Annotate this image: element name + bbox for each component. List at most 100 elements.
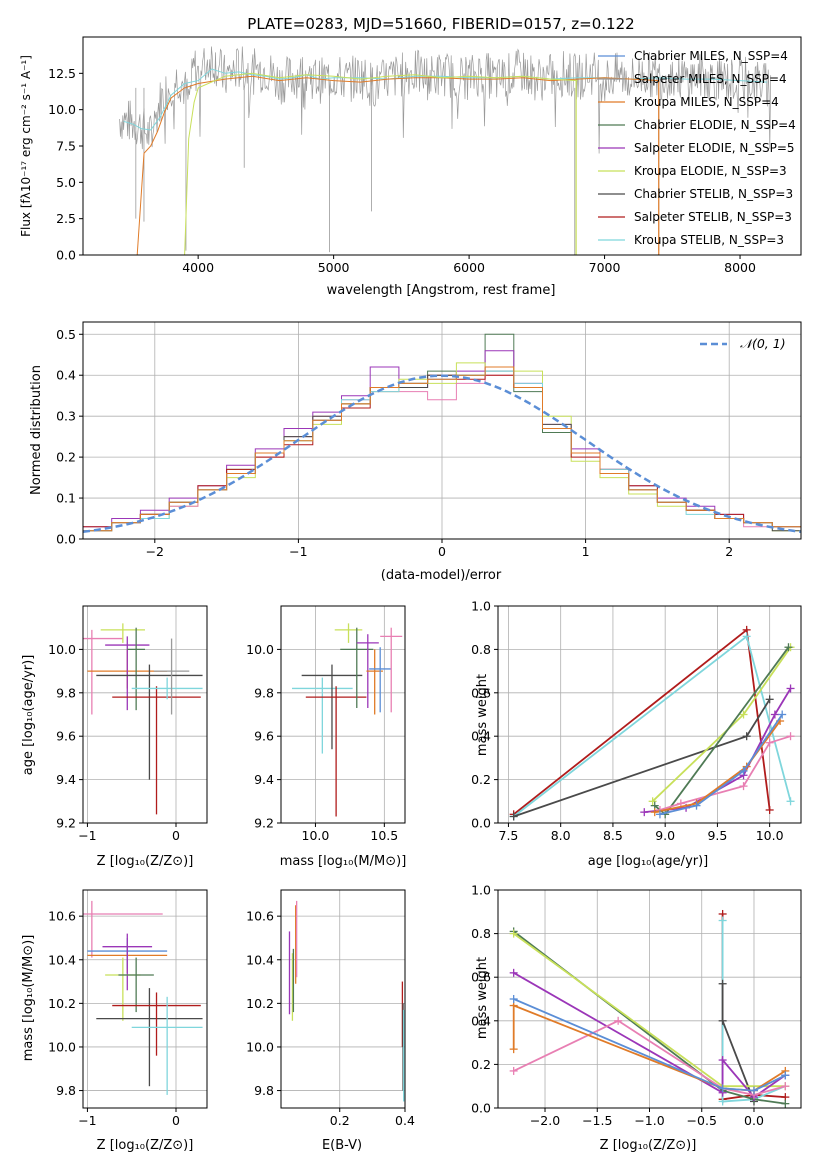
weight-vs-z-panel: −2.0 −1.5 −1.0 −0.5 0.0 0.0 0.2 0.4 0.6 0.8 1.0 Z … (471, 883, 802, 1153)
age-vs-mass-x-label: mass [log₁₀(M/M⊙)] (280, 854, 407, 869)
x-tick-label: −1 (78, 828, 96, 843)
x-tick-label: −2 (146, 544, 164, 559)
legend-label: Salpeter MILES, N_SSP=4 (634, 72, 787, 86)
mass-vs-z-y-label: mass [log₁₀(M/M⊙)] (21, 935, 36, 1062)
x-tick-label: 9.0 (655, 828, 675, 843)
plot-content (509, 625, 795, 821)
weight-line (721, 983, 755, 1102)
residuals-panel: −2 −1 0 1 2 0.0 0.1 0.2 0.3 0.4 0.5 (data-model)/e… (29, 321, 802, 583)
y-tick-label: 9.6 (56, 729, 76, 744)
y-tick-label: 9.4 (254, 772, 274, 787)
x-tick-label: 0 (172, 1113, 180, 1128)
x-tick-label: −1 (289, 544, 307, 559)
spectrum-x-label: wavelength [Angstrom, rest frame] (327, 283, 556, 298)
weight-vs-age-plot-area: 7.5 8.0 8.5 9.0 9.5 10.0 0.0 0.2 0.4 0.6 0.8 1.0 (471, 599, 802, 843)
x-tick-label: 0 (438, 544, 446, 559)
mass-vs-ebv-plot-area: 0.2 0.4 9.8 10.0 10.2 10.4 10.6 (246, 889, 415, 1128)
plot-content (83, 900, 203, 1095)
x-tick-label: 8000 (724, 260, 756, 275)
y-tick-label: 0.1 (56, 491, 76, 506)
y-tick-label: 0.2 (471, 772, 491, 787)
y-tick-label: 7.5 (56, 139, 76, 154)
x-tick-label: 10.0 (756, 828, 784, 843)
spectrum-panel: PLATE=0283, MJD=51660, FIBERID=0157, z=0… (19, 15, 802, 298)
axes-frame (82, 889, 208, 1109)
x-tick-label: 10.0 (302, 828, 330, 843)
y-tick-label: 0.0 (56, 248, 76, 263)
residuals-x-label: (data-model)/error (381, 568, 502, 583)
age-vs-mass-panel: 10.0 10.5 9.2 9.4 9.6 9.8 10.0 mass [log₁₀(M/M… (246, 605, 407, 869)
x-tick-label: 0 (172, 828, 180, 843)
y-tick-label: 0.4 (471, 729, 491, 744)
x-tick-label: −1.5 (582, 1113, 612, 1128)
y-tick-label: 0.8 (471, 642, 491, 657)
spectrum-model-line (184, 72, 578, 255)
x-tick-label: 7.5 (499, 828, 519, 843)
y-tick-label: 10.6 (246, 909, 274, 924)
y-tick-label: 0.5 (56, 327, 76, 342)
plot-content (288, 900, 405, 1102)
x-tick-label: −1 (78, 1113, 96, 1128)
y-tick-label: 10.0 (48, 1039, 76, 1054)
age-vs-z-x-label: Z [log₁₀(Z/Z⊙)] (97, 854, 194, 869)
mass-vs-z-panel: −1 0 9.8 10.0 10.2 10.4 10.6 Z [log₁₀(Z/Z⊙)] m… (21, 889, 208, 1153)
y-tick-label: 0.6 (471, 970, 491, 985)
y-tick-label: 0.3 (56, 409, 76, 424)
axes-frame (497, 605, 802, 824)
y-tick-label: 10.0 (246, 642, 274, 657)
legend-label: Kroupa MILES, N_SSP=4 (634, 95, 779, 109)
x-tick-label: 8.0 (551, 828, 571, 843)
age-vs-mass-plot-area: 10.0 10.5 9.2 9.4 9.6 9.8 10.0 (246, 605, 406, 843)
legend-label: Chabrier MILES, N_SSP=4 (634, 49, 788, 63)
x-tick-label: 1 (582, 544, 590, 559)
y-tick-label: 0.0 (471, 816, 491, 831)
x-tick-label: 0.2 (330, 1113, 350, 1128)
weight-line (654, 646, 790, 816)
weight-vs-z-y-label: mass weight (475, 957, 490, 1039)
y-tick-label: 9.2 (254, 816, 274, 831)
spectrum-legend: Chabrier MILES, N_SSP=4 Salpeter MILES, N… (598, 49, 796, 247)
spectrum-y-label: Flux [fλ10⁻¹⁷ erg cm⁻² s⁻¹ A⁻¹] (19, 55, 33, 237)
gaussian-curve (83, 374, 801, 534)
y-tick-label: 10.2 (48, 996, 76, 1011)
legend-label: Kroupa ELODIE, N_SSP=3 (634, 164, 787, 178)
x-tick-label: 4000 (182, 260, 214, 275)
y-tick-label: 0.0 (471, 1101, 491, 1116)
x-tick-label: 9.5 (707, 828, 727, 843)
y-tick-label: 10.0 (246, 1039, 274, 1054)
y-tick-label: 0.0 (56, 532, 76, 547)
y-tick-label: 9.8 (56, 685, 76, 700)
y-tick-label: 0.4 (471, 1013, 491, 1028)
residuals-legend: 𝒩(0, 1) (700, 336, 786, 351)
residuals-plot-area: −2 −1 0 1 2 0.0 0.1 0.2 0.3 0.4 0.5 (56, 321, 802, 559)
y-tick-label: 1.0 (471, 883, 491, 898)
weight-line (513, 998, 786, 1092)
y-tick-label: 0.2 (471, 1057, 491, 1072)
axes-frame (82, 605, 208, 824)
y-tick-label: 10.2 (246, 996, 274, 1011)
legend-label: Kroupa STELIB, N_SSP=3 (634, 233, 784, 247)
weight-line (513, 634, 792, 818)
age-vs-z-y-label: age [log₁₀(age/yr)] (21, 655, 36, 776)
y-tick-label: 9.8 (254, 685, 274, 700)
weight-line (659, 713, 783, 816)
y-tick-label: 10.0 (48, 642, 76, 657)
weight-vs-z-plot-area: −2.0 −1.5 −1.0 −0.5 0.0 0.0 0.2 0.4 0.6 0.8 1.0 (471, 883, 802, 1128)
y-tick-label: 10.4 (246, 952, 274, 967)
x-tick-label: −1.0 (634, 1113, 664, 1128)
mass-vs-z-plot-area: −1 0 9.8 10.0 10.2 10.4 10.6 (48, 889, 208, 1128)
x-tick-label: 0.4 (395, 1113, 415, 1128)
x-tick-label: 7000 (589, 260, 621, 275)
residual-histogram-step (83, 366, 801, 532)
axes-frame (280, 605, 406, 824)
x-tick-label: 0.0 (744, 1113, 764, 1128)
plot-content (509, 909, 790, 1108)
y-tick-label: 5.0 (56, 175, 76, 190)
y-tick-label: 2.5 (56, 211, 76, 226)
spectrum-plot-area: 4000 5000 6000 7000 8000 0.0 2.5 5.0 7.5 10.0 12.5 (48, 36, 802, 275)
legend-label: Salpeter ELODIE, N_SSP=5 (634, 141, 795, 155)
x-tick-label: −2.0 (530, 1113, 560, 1128)
legend-label: 𝒩(0, 1) (740, 336, 786, 351)
plot-content (83, 623, 203, 815)
spectrum-title: PLATE=0283, MJD=51660, FIBERID=0157, z=0… (247, 15, 634, 33)
